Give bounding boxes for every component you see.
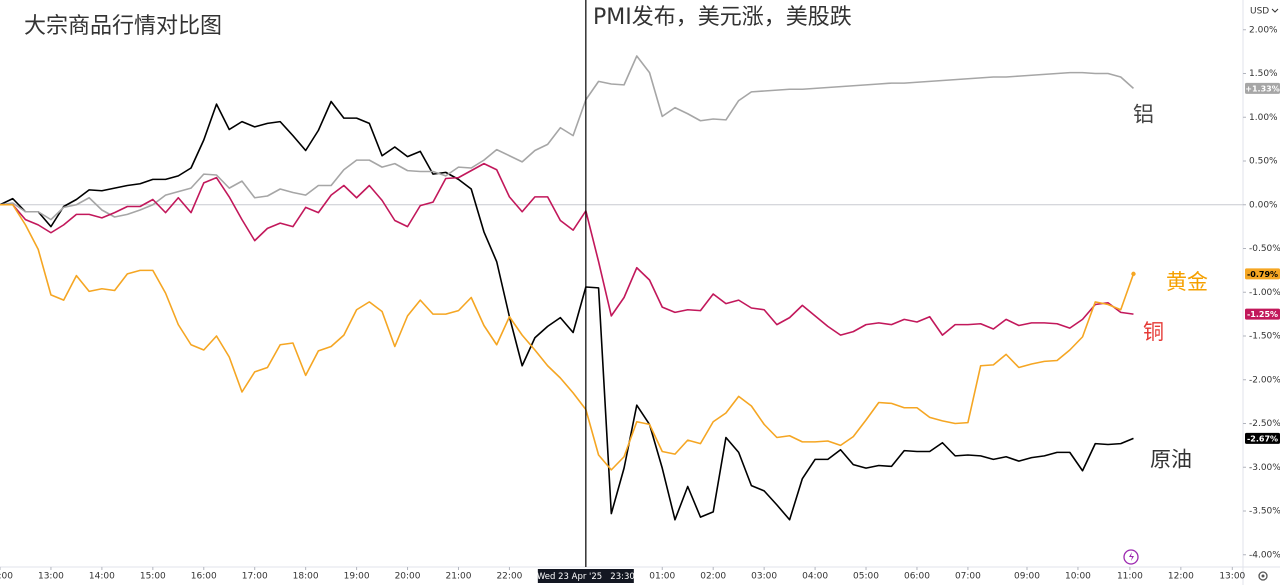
series-line — [0, 203, 1135, 471]
y-tick-label: 1.50% — [1249, 69, 1278, 79]
x-tick-label: 20:00 — [395, 572, 421, 582]
x-tick-label: 17:00 — [242, 572, 268, 582]
alert-icon[interactable] — [1123, 549, 1139, 565]
x-tick-label: 12:00 — [1168, 572, 1194, 582]
y-tick-label: -1.00% — [1249, 288, 1280, 298]
price-tag — [1245, 308, 1280, 320]
x-tick-label: 16:00 — [191, 572, 217, 582]
x-tick-label: 10:00 — [1065, 572, 1091, 582]
y-tick-label: -2.00% — [1249, 375, 1280, 385]
y-tick-label: 0.00% — [1249, 200, 1278, 210]
series-label: 黄金 — [1166, 270, 1208, 294]
price-tag-label: -1.25% — [1247, 310, 1278, 319]
series-label: 原油 — [1150, 447, 1192, 471]
crosshair-label: Wed 23 Apr '25 23:30 — [537, 572, 635, 582]
y-tick-label: 2.00% — [1249, 25, 1278, 35]
currency[interactable]: USD — [1250, 7, 1269, 17]
crosshair-label-bg — [537, 569, 634, 583]
x-tick-label: 19:00 — [344, 572, 370, 582]
series-label: 铝 — [1133, 102, 1154, 126]
y-tick-label: 0.50% — [1249, 157, 1278, 167]
end-marker — [1131, 271, 1136, 277]
x-tick-label: 03:00 — [751, 572, 777, 582]
settings-icon[interactable] — [1258, 571, 1268, 581]
x-tick-label: 15:00 — [140, 572, 166, 582]
price-tag-label: +1.33% — [1245, 84, 1279, 93]
y-tick-label: -0.50% — [1249, 244, 1280, 254]
currency-dropdown[interactable] — [1271, 8, 1279, 13]
x-tick-label: 09:00 — [1014, 572, 1040, 582]
y-tick-label: -3.00% — [1249, 463, 1280, 473]
price-tag — [1245, 82, 1280, 94]
y-tick-label: -1.50% — [1249, 332, 1280, 342]
x-tick-label: 14:00 — [89, 572, 115, 582]
series-line — [0, 100, 1134, 521]
price-tag — [1245, 268, 1280, 280]
series-line — [0, 162, 1134, 336]
x-tick-label: 07:00 — [955, 572, 981, 582]
price-tag-label: -2.67% — [1247, 434, 1278, 443]
x-tick-label: 11:00 — [1117, 572, 1143, 582]
x-tick-label: 06:00 — [904, 572, 930, 582]
x-tick-label: 05:00 — [853, 572, 879, 582]
chart-title: 大宗商品行情对比图 — [24, 14, 222, 39]
series-label: 铜 — [1143, 320, 1164, 344]
price-tag-label: -0.79% — [1247, 270, 1278, 279]
x-tick-label: 13:00 — [1219, 572, 1245, 582]
annotation: PMI发布，美元涨，美股跌 — [593, 5, 852, 30]
x-tick-label: 21:00 — [446, 572, 472, 582]
x-tick-label: 02:00 — [700, 572, 726, 582]
x-tick-label: 01:00 — [649, 572, 675, 582]
y-tick-label: -4.00% — [1249, 550, 1280, 560]
y-tick-label: -2.50% — [1249, 419, 1280, 429]
y-tick-label: -3.50% — [1249, 507, 1280, 517]
x-tick-label: 22:00 — [496, 572, 522, 582]
x-tick-label: 13:00 — [38, 572, 64, 582]
price-tag — [1245, 432, 1280, 444]
y-tick-label: 1.00% — [1249, 113, 1278, 123]
x-tick-label: 18:00 — [293, 572, 319, 582]
x-tick-label: 12:00 — [0, 572, 13, 582]
x-tick-label: 04:00 — [802, 572, 828, 582]
series-line — [0, 55, 1135, 221]
